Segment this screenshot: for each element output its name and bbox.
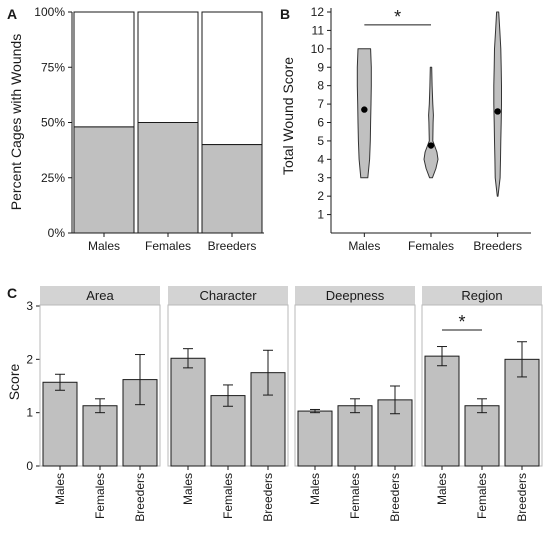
panel-b-y-tick-label: 2 [317,189,324,203]
panel-b-x-tick-label: Breeders [473,239,522,253]
panel-b-violin [423,66,439,179]
panel-a-y-tick-label: 100% [34,5,65,19]
panel-c-x-tick-label: Females [221,473,235,519]
panel-b-x-tick-label: Females [408,239,454,253]
panel-a-y-axis-title: Percent Cages with Wounds [8,34,24,210]
panel-c-y-tick-label: 0 [26,459,33,473]
panel-c-facet-strip [40,286,160,305]
panel-b-y-tick-label: 4 [317,152,324,166]
panel-c-bar [42,381,78,467]
panel-c-y-axis-title: Score [6,364,22,401]
panel-a-bar-wounds [201,144,263,234]
panel-a-y-tick-label: 0% [48,226,66,240]
panel-c-x-tick-label: Breeders [133,473,147,522]
panel-c-bar [424,355,460,467]
panel-a-bar-remainder [137,11,199,123]
panel-b-y-tick-label: 8 [317,79,324,93]
panel-b-mean-point [427,142,435,149]
panel-a-bar-wounds [73,126,135,234]
panel-c-bar [82,405,118,467]
panel-c-facet-title: Character [199,288,257,303]
panel-a-x-tick-label: Females [145,239,191,253]
panel-a-y-tick-label: 50% [41,116,65,130]
panel-c-x-tick-label: Breeders [261,473,275,522]
panel-b-y-tick-label: 11 [312,23,325,37]
panel-c-x-tick-label: Females [348,473,362,519]
panel-c-facet-strip [168,286,288,305]
panel-c-bar [170,357,206,467]
panel-c-bar [464,405,500,467]
panel-a-y-tick-label: 25% [41,171,65,185]
panel-b-mean-point [361,106,368,113]
panel-b-y-axis-title: Total Wound Score [280,57,296,175]
panel-c-facet-strip [295,286,415,305]
panel-b-y-tick-label: 3 [317,171,324,185]
panel-a-x-tick-label: Males [88,239,120,253]
panel-b-y-tick-label: 5 [317,134,324,148]
panel-c-label: C [7,285,17,301]
panel-a-y-tick-label: 75% [41,60,65,74]
panel-c-facet-strip [422,286,542,305]
panel-c-facet-title: Region [461,288,502,303]
panel-a-bar-remainder [201,11,263,146]
panel-c-y-tick-label: 2 [26,352,33,366]
panel-b-violin [356,48,372,179]
panel-c-facet-title: Deepness [326,288,385,303]
panel-b-mean-point [494,108,501,115]
panel-b-violin [493,11,502,197]
panel-a-bar-remainder [73,11,135,128]
panel-b-significance-label: * [394,7,401,27]
panel-c-significance-label: * [458,312,465,332]
panel-b-y-tick-label: 9 [317,60,324,74]
panel-b-y-tick-label: 6 [317,116,324,130]
chart-c: 0 1 2 3 Area Males Females Breeders Character Mal… [26,286,543,522]
panel-c-x-tick-label: Males [53,473,67,505]
panel-a-x-tick-label: Breeders [208,239,257,253]
panel-c-x-tick-label: Males [435,473,449,505]
panel-c-x-tick-label: Females [93,473,107,519]
panel-b-x-tick-label: Males [348,239,380,253]
panel-b-y-tick-label: 7 [317,97,324,111]
panel-b-y-tick-label: 10 [311,42,325,56]
panel-c-bar [337,405,373,467]
chart-a: 0% 25% 50% 75% 100% Males Females Breeders [34,5,264,253]
panel-c-x-tick-label: Males [308,473,322,505]
panel-c-x-tick-label: Breeders [388,473,402,522]
panel-a-bar-wounds [137,122,199,234]
panel-a-label: A [7,6,17,22]
panel-b-label: B [280,6,290,22]
panel-c-x-tick-label: Males [181,473,195,505]
panel-b-y-tick-label: 12 [311,5,325,19]
panel-b-y-tick-label: 1 [317,208,324,222]
panel-c-bar [210,395,246,467]
panel-c-x-tick-label: Females [475,473,489,519]
panel-c-x-tick-label: Breeders [515,473,529,522]
panel-c-y-tick-label: 1 [26,406,33,420]
panel-c-bar [297,410,333,467]
panel-c-y-tick-label: 3 [26,299,33,313]
panel-c-facet-title: Area [86,288,114,303]
